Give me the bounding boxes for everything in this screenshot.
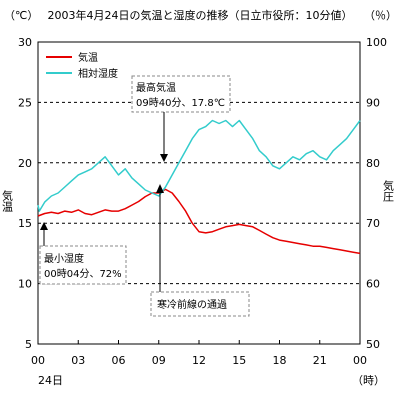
y-left-tick-label: 25 (18, 96, 32, 109)
annotation-max-temp-arrowhead (160, 154, 168, 162)
y-left-unit: （℃） (4, 9, 38, 22)
series-line-humidity (37, 119, 361, 212)
x-start-label: 24日 (38, 374, 63, 387)
annotation-max-temp-line2: 09時40分、17.8℃ (136, 97, 225, 109)
annotation-min-humidity: 最小湿度 00時04分、72% (39, 222, 127, 285)
x-tick-label: 18 (273, 354, 287, 367)
x-tick-label: 21 (313, 354, 327, 367)
annotation-cold-front-arrowhead (156, 184, 164, 193)
x-tick-label: 09 (152, 354, 166, 367)
y-left-tick-labels: 5 10 15 20 25 30 (18, 36, 32, 351)
y-left-tick-label: 10 (18, 278, 32, 291)
x-unit-label: （時） (352, 374, 385, 387)
chart-title: 2003年4月24日の気温と湿度の推移（日立市役所：10分値） (48, 8, 353, 22)
y-left-label: 気温 (1, 189, 14, 212)
y-right-tick-label: 100 (366, 36, 387, 49)
x-tick-label: 12 (192, 354, 206, 367)
y-right-label: 気圧 (382, 179, 395, 203)
y-right-tick-label: 60 (366, 278, 380, 291)
y-right-tick-label: 70 (366, 217, 380, 230)
legend-label-hum: 相対湿度 (78, 67, 118, 80)
series-line-temperature (37, 188, 361, 255)
annotation-max-temp: 最高気温 09時40分、17.8℃ (131, 75, 231, 162)
y-left-tick-label: 30 (18, 36, 32, 49)
x-tick-labels: 00 03 06 09 12 15 18 21 00 (31, 340, 367, 367)
annotation-min-humidity-arrowhead (40, 222, 48, 230)
y-right-tick-label: 50 (366, 338, 380, 351)
x-tick-label: 06 (112, 354, 126, 367)
x-tick-label: 03 (71, 354, 85, 367)
y-right-tick-labels: 50 60 70 80 90 100 (366, 36, 387, 351)
annotation-min-humidity-box (39, 245, 127, 285)
series-lines (37, 119, 361, 255)
y-right-unit: （％） (364, 9, 397, 22)
annotation-min-humidity-line2: 00時04分、72% (44, 268, 122, 280)
annotation-cold-front: 寒冷前線の通過 (150, 184, 250, 317)
annotation-max-temp-box (131, 75, 231, 113)
legend: 気温 相対湿度 (46, 51, 118, 80)
y-right-tick-label: 90 (366, 96, 380, 109)
legend-label-temp: 気温 (78, 51, 98, 64)
annotation-min-humidity-line1: 最小湿度 (44, 252, 84, 265)
y-left-tick-label: 20 (18, 157, 32, 170)
annotation-cold-front-box (150, 291, 250, 317)
x-tick-label: 15 (232, 354, 246, 367)
y-left-tick-label: 15 (18, 217, 32, 230)
annotation-cold-front-text: 寒冷前線の通過 (157, 298, 227, 311)
x-tick-label: 00 (31, 354, 45, 367)
x-tick-label: 00 (353, 354, 367, 367)
y-right-tick-label: 80 (366, 157, 380, 170)
y-left-tick-label: 5 (25, 338, 32, 351)
annotation-max-temp-line1: 最高気温 (136, 81, 176, 94)
